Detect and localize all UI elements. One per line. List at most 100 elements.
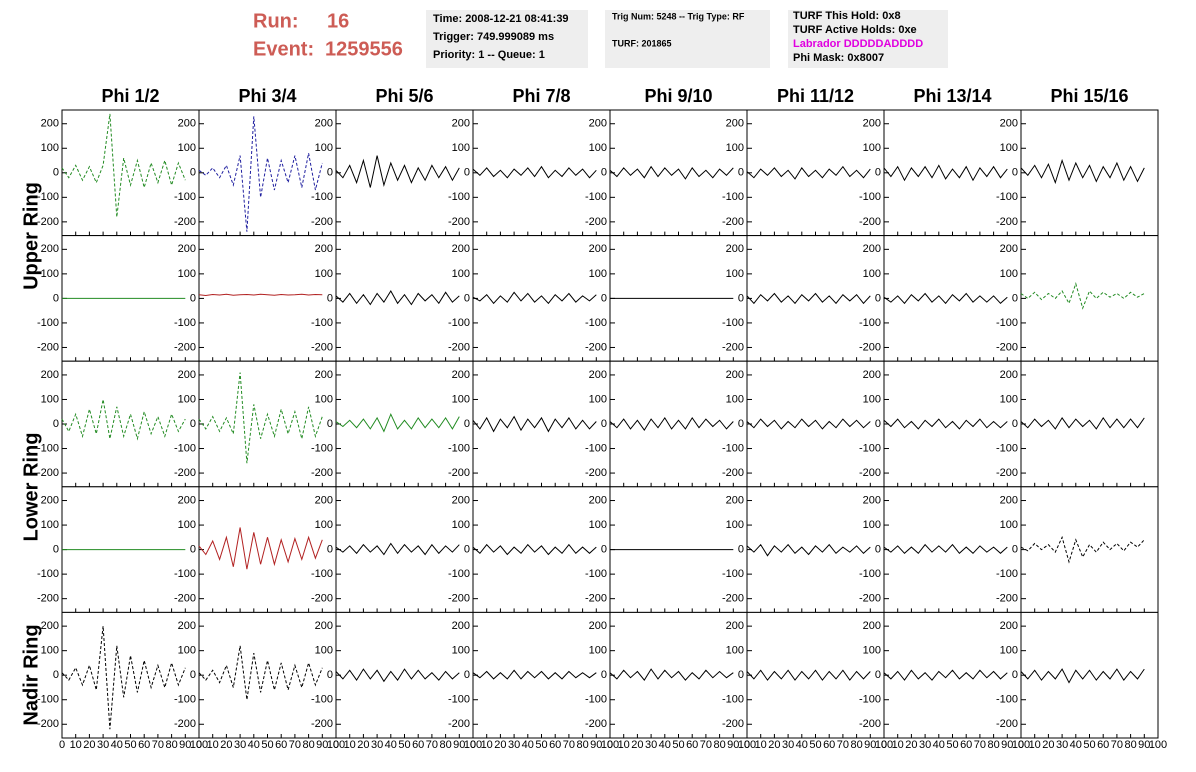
x-tick-label: 80 (1124, 739, 1136, 751)
y-tick-label: -100 (37, 694, 59, 706)
y-tick-label: -100 (37, 191, 59, 203)
y-tick-label: 200 (589, 494, 607, 506)
y-tick-label: 0 (327, 544, 333, 556)
y-tick-label: -100 (37, 568, 59, 580)
y-tick-label: -100 (722, 442, 744, 454)
y-tick-label: 0 (327, 669, 333, 681)
info-text: TURF This Hold: 0x8 (793, 10, 901, 22)
x-tick-label: 10 (1029, 739, 1041, 751)
x-tick-label: 70 (289, 739, 301, 751)
x-tick-label: 100 (1012, 739, 1030, 751)
info-box (605, 10, 770, 68)
x-tick-label: 20 (357, 739, 369, 751)
x-tick-label: 0 (744, 739, 750, 751)
y-tick-label: -100 (37, 442, 59, 454)
panel-frame (61, 360, 200, 488)
x-tick-label: 50 (809, 739, 821, 751)
y-tick-label: -200 (448, 341, 470, 353)
y-tick-label: 0 (738, 167, 744, 179)
y-tick-label: -200 (722, 718, 744, 730)
x-tick-label: 10 (481, 739, 493, 751)
y-tick-label: -200 (585, 593, 607, 605)
y-tick-label: 200 (863, 118, 881, 130)
y-tick-label: 0 (190, 292, 196, 304)
y-tick-label: 100 (726, 142, 744, 154)
x-tick-label: 70 (837, 739, 849, 751)
panel-frame (61, 109, 200, 237)
x-tick-label: 90 (453, 739, 465, 751)
y-tick-label: 0 (1012, 418, 1018, 430)
y-tick-label: 100 (452, 393, 470, 405)
x-tick-label: 40 (659, 739, 671, 751)
y-tick-label: 200 (1000, 620, 1018, 632)
y-tick-label: 100 (315, 519, 333, 531)
column-title: Phi 5/6 (375, 86, 433, 106)
x-tick-label: 60 (686, 739, 698, 751)
y-tick-label: -100 (996, 317, 1018, 329)
x-tick-label: 0 (881, 739, 887, 751)
y-tick-label: 200 (315, 118, 333, 130)
x-tick-label: 30 (782, 739, 794, 751)
y-tick-label: 0 (738, 669, 744, 681)
y-tick-label: -200 (585, 341, 607, 353)
panel-frame (1020, 360, 1159, 488)
y-tick-label: 100 (589, 393, 607, 405)
y-tick-label: 100 (863, 393, 881, 405)
y-tick-label: -100 (585, 191, 607, 203)
y-tick-label: -200 (722, 467, 744, 479)
y-tick-label: -100 (585, 442, 607, 454)
x-tick-label: 60 (823, 739, 835, 751)
y-tick-label: 0 (53, 292, 59, 304)
y-tick-label: 200 (726, 243, 744, 255)
y-tick-label: 200 (452, 243, 470, 255)
y-tick-label: 200 (1000, 494, 1018, 506)
y-tick-label: 0 (738, 292, 744, 304)
waveform (1020, 668, 1145, 684)
y-tick-label: 0 (1012, 167, 1018, 179)
x-tick-label: 50 (672, 739, 684, 751)
y-tick-label: 200 (315, 620, 333, 632)
y-tick-label: -200 (311, 341, 333, 353)
y-tick-label: 0 (190, 669, 196, 681)
column-title: Phi 9/10 (644, 86, 712, 106)
y-tick-label: -100 (174, 191, 196, 203)
y-tick-label: 0 (190, 167, 196, 179)
panel-frame (61, 611, 200, 739)
y-tick-label: -100 (859, 191, 881, 203)
y-tick-label: -200 (174, 216, 196, 228)
y-tick-label: 0 (53, 669, 59, 681)
y-tick-label: 0 (190, 418, 196, 430)
y-tick-label: 100 (863, 519, 881, 531)
y-tick-label: -100 (722, 191, 744, 203)
waveform (746, 165, 871, 180)
y-tick-label: 0 (601, 167, 607, 179)
y-tick-label: -100 (585, 317, 607, 329)
y-tick-label: 100 (1000, 393, 1018, 405)
y-tick-label: -100 (722, 694, 744, 706)
y-tick-label: 100 (41, 393, 59, 405)
waveform (746, 669, 871, 681)
x-tick-label: 80 (439, 739, 451, 751)
waveform (198, 116, 323, 232)
x-tick-label: 90 (1138, 739, 1150, 751)
x-tick-label: 70 (563, 739, 575, 751)
info-text: Phi Mask: 0x8007 (793, 52, 884, 64)
x-tick-label: 30 (645, 739, 657, 751)
info-text: Labrador DDDDDADDDD (793, 38, 923, 50)
y-tick-label: 200 (726, 369, 744, 381)
x-tick-label: 40 (111, 739, 123, 751)
waveform (883, 543, 1008, 555)
event-value: 1259556 (325, 38, 403, 60)
column-title: Phi 3/4 (238, 86, 296, 106)
y-tick-label: 100 (315, 268, 333, 280)
panel-frame (472, 109, 611, 237)
y-tick-label: -100 (722, 568, 744, 580)
y-tick-label: 200 (41, 369, 59, 381)
y-tick-label: 100 (1000, 645, 1018, 657)
y-tick-label: -100 (859, 442, 881, 454)
x-tick-label: 80 (987, 739, 999, 751)
x-tick-label: 20 (83, 739, 95, 751)
y-tick-label: -200 (722, 341, 744, 353)
y-tick-label: -200 (859, 467, 881, 479)
y-tick-label: 200 (41, 494, 59, 506)
